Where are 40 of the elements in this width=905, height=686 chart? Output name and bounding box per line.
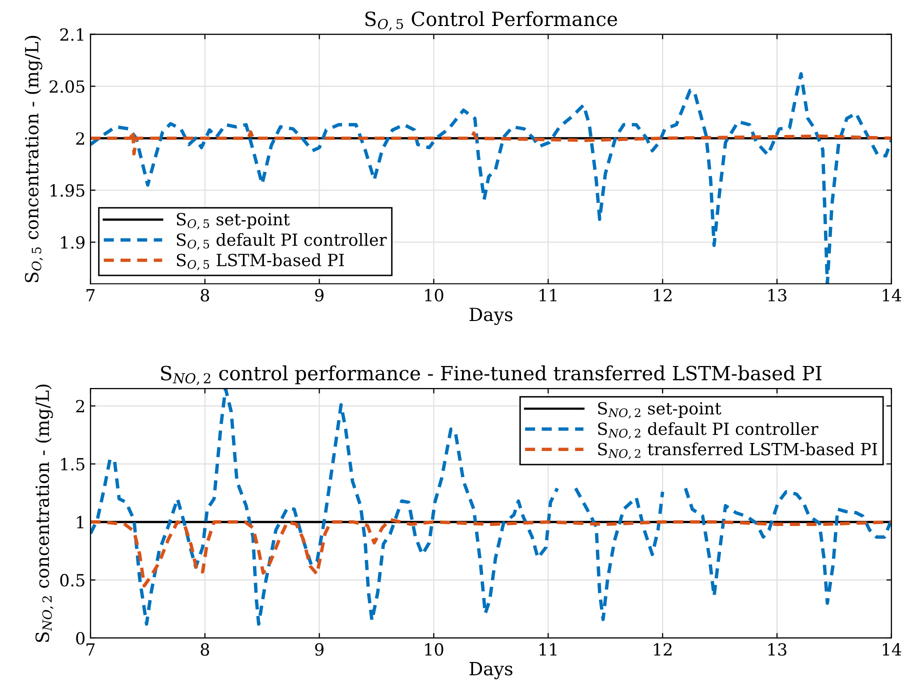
- y-tick-label: 0.5: [60, 574, 84, 587]
- x-axis-title: Days: [470, 662, 512, 680]
- x-axis-title: Days: [470, 308, 512, 325]
- x-tick-label: 9: [315, 288, 324, 302]
- line-series: [90, 518, 892, 588]
- y-tick-label: 2: [76, 132, 84, 145]
- legend-label: S$_{NO,2}$ transferred LSTM-based PI: [598, 442, 878, 460]
- x-tick-label: 11: [540, 288, 556, 302]
- chart-title: S$_{NO,2}$ control performance - Fine-tuned transferred LSTM-based PI: [161, 365, 822, 386]
- chart-title: S$_{O,5}$ Control Performance: [365, 11, 618, 31]
- x-tick-label: 9: [315, 643, 324, 656]
- x-tick-label: 12: [654, 643, 672, 656]
- x-tick-label: 14: [882, 288, 902, 302]
- x-tick-label: 7: [86, 289, 95, 302]
- line-series: [90, 129, 892, 156]
- x-tick-label: 10: [425, 288, 444, 302]
- legend-label: S$_{O,5}$ default PI controller: [176, 233, 387, 250]
- x-tick-label: 13: [768, 288, 786, 302]
- x-tick-label: 7: [86, 643, 95, 656]
- legend-label: S$_{O,5}$ LSTM-based PI: [176, 253, 344, 270]
- legend-label: S$_{NO,2}$ set-point: [598, 402, 722, 419]
- x-tick-label: 11: [540, 643, 556, 656]
- legend-label: S$_{O,5}$ set-point: [176, 212, 290, 230]
- y-tick-label: 2: [76, 400, 84, 412]
- y-tick-label: 2.05: [50, 80, 84, 93]
- y-tick-label: 1.5: [61, 458, 84, 471]
- x-tick-label: 13: [768, 643, 786, 656]
- x-tick-label: 14: [882, 643, 902, 656]
- x-tick-label: 8: [200, 643, 210, 656]
- x-tick-label: 12: [654, 288, 672, 302]
- y-tick-label: 1.9: [61, 236, 85, 249]
- y-tick-label: 1: [77, 516, 84, 528]
- y-tick-label: 0: [76, 632, 85, 645]
- x-tick-label: 10: [425, 643, 444, 656]
- legend-label: S$_{NO,2}$ default PI controller: [598, 422, 818, 440]
- y-tick-label: 2.1: [60, 28, 84, 41]
- y-axis-title: S$_{O,5}$ concentration - (mg/L): [24, 36, 43, 282]
- y-tick-label: 1.95: [50, 184, 84, 197]
- x-tick-label: 8: [200, 288, 210, 302]
- y-axis-title: S$_{NO,2}$ concentration - (mg/L): [35, 384, 54, 642]
